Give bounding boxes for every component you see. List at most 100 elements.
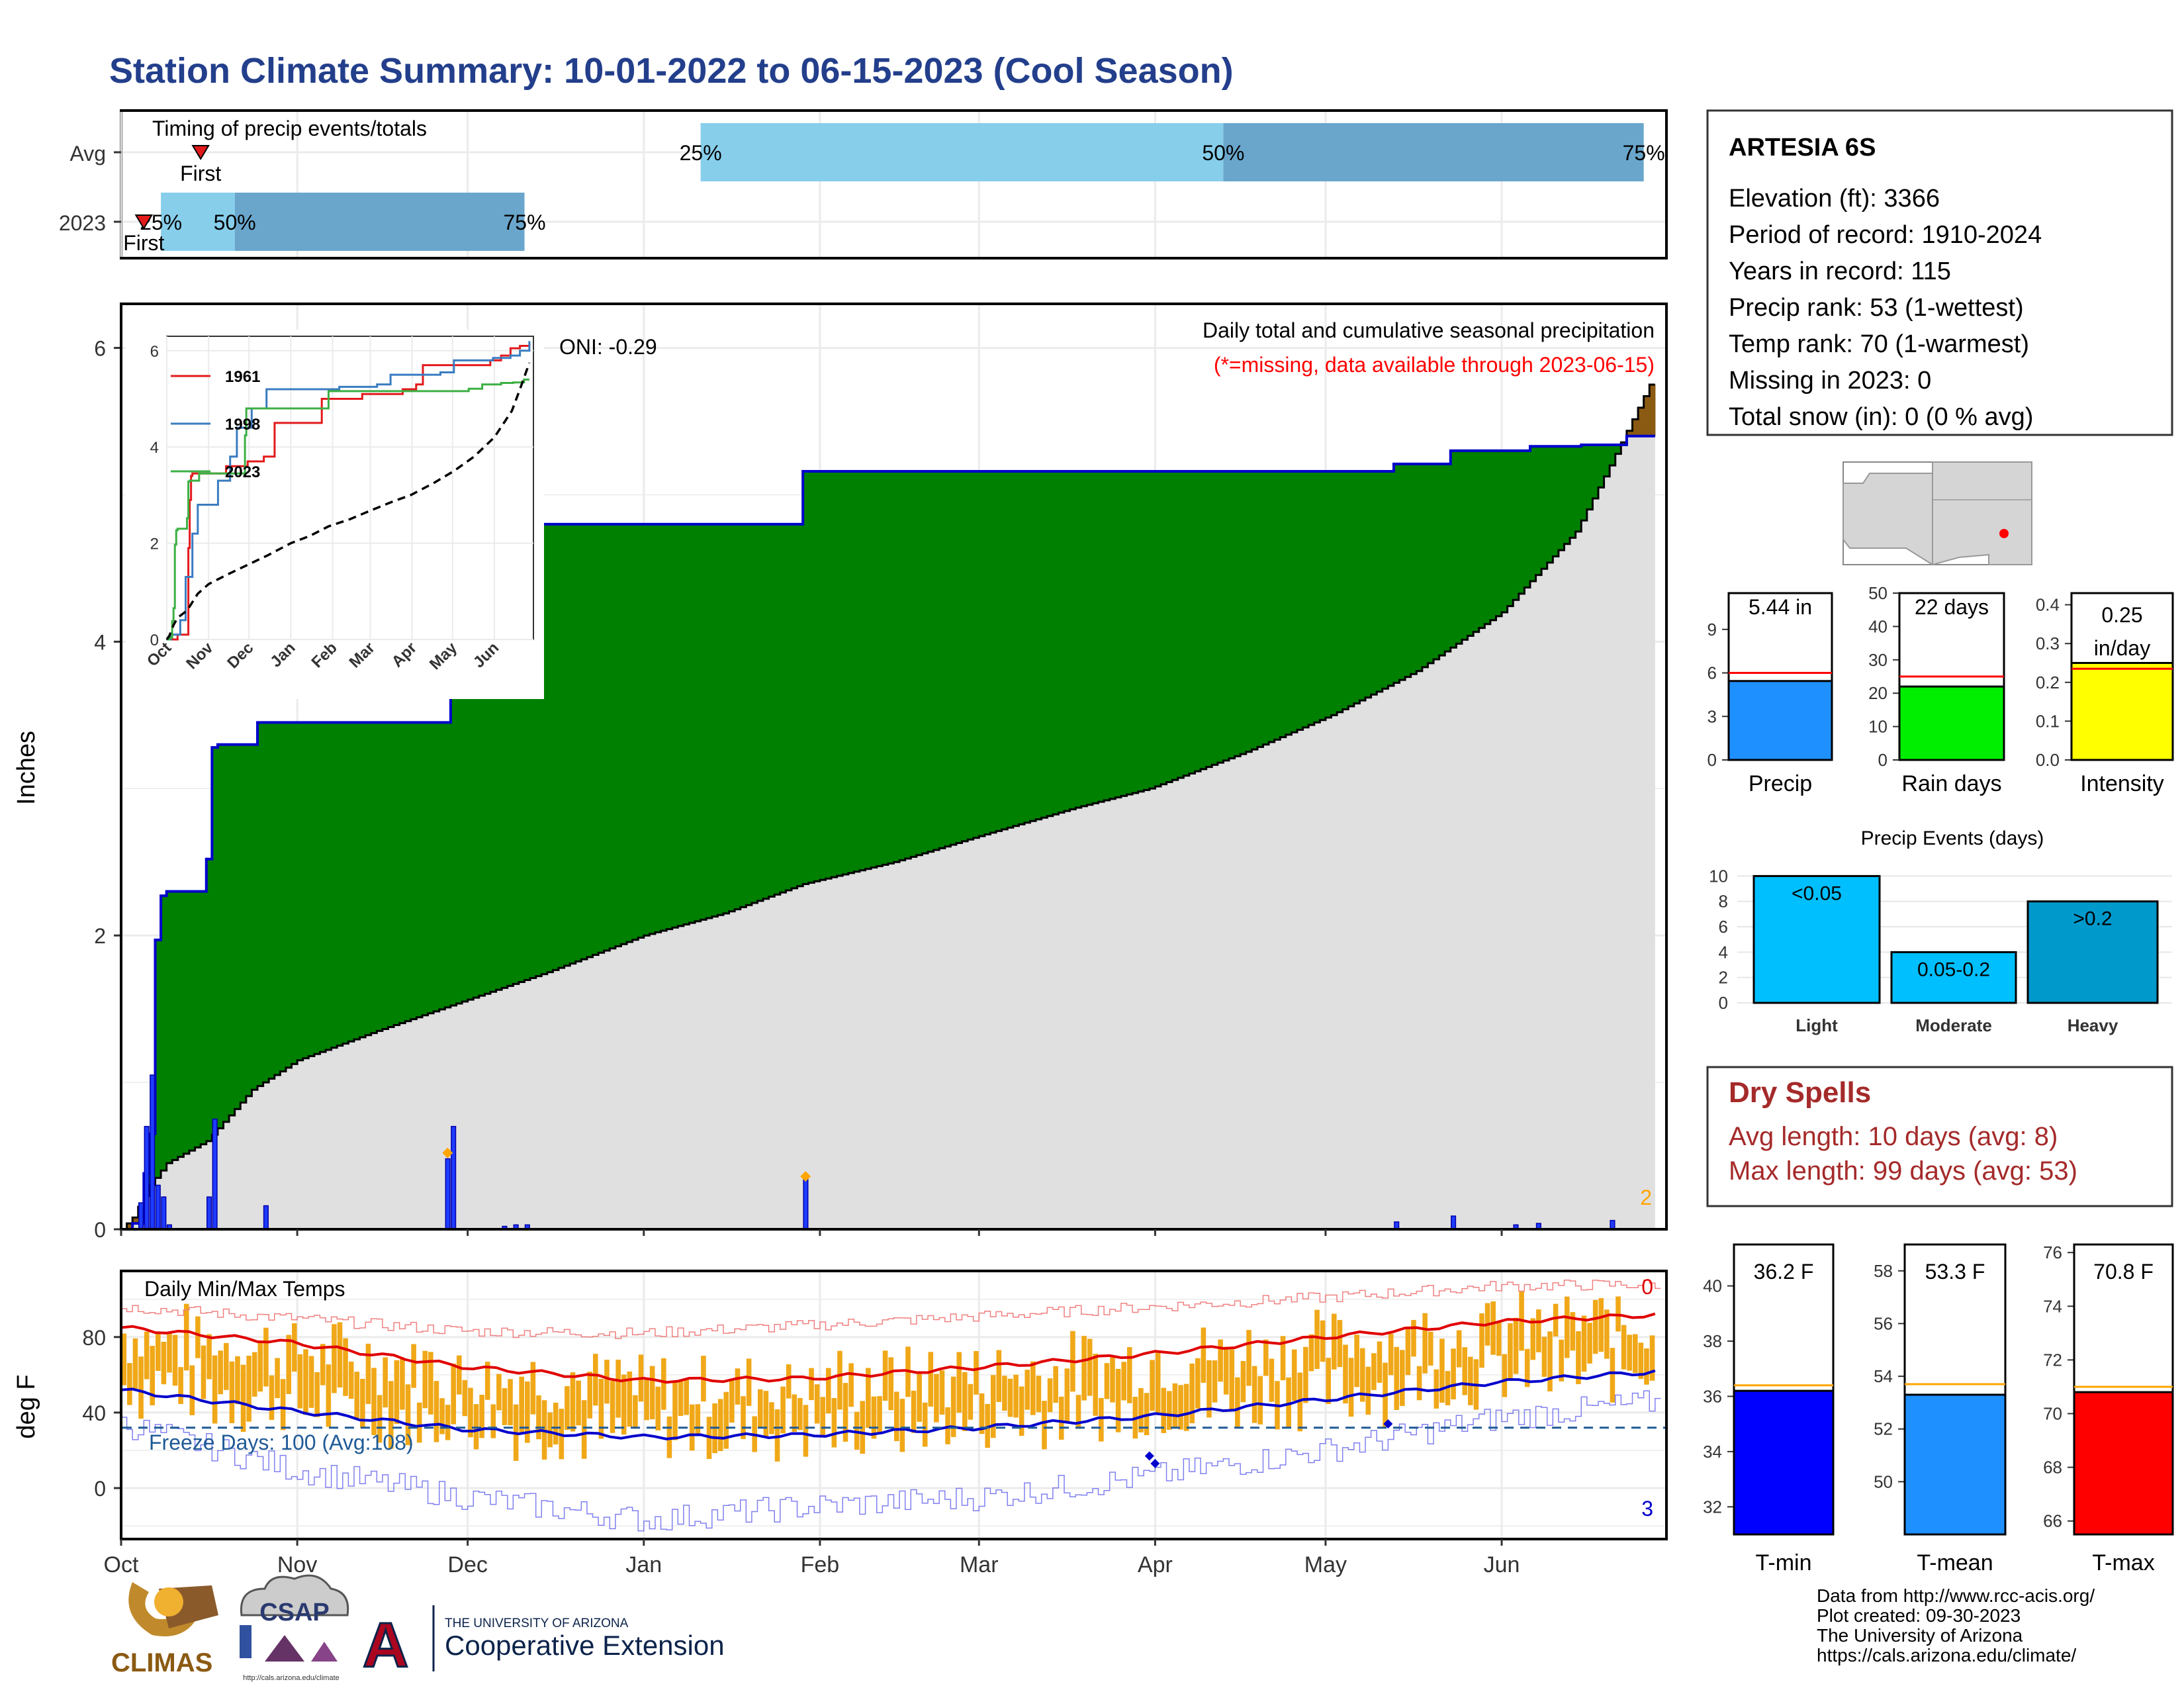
daily-temp-bar <box>604 1360 610 1404</box>
summary-ytick-label: 30 <box>1868 650 1888 670</box>
daily-temp-bar <box>1343 1344 1348 1404</box>
daily-temp-bar <box>1058 1396 1064 1440</box>
surplus-area <box>808 471 815 883</box>
summary-value-label: 5.44 in <box>1749 595 1812 619</box>
surplus-area <box>1189 471 1196 774</box>
temp-summary-ytick-label: 68 <box>2043 1458 2062 1477</box>
surplus-area <box>1371 471 1377 695</box>
daily-temp-bar <box>132 1338 138 1389</box>
daily-precip-bar <box>161 1196 167 1230</box>
daily-temp-bar <box>224 1342 229 1390</box>
daily-temp-bar <box>1570 1312 1576 1351</box>
surplus-area <box>1450 450 1457 648</box>
daily-temp-bar <box>797 1397 803 1430</box>
surplus-area <box>399 722 406 1023</box>
daily-temp-bar <box>979 1393 985 1434</box>
timing-q25-label: 25% <box>680 141 722 165</box>
daily-temp-bar <box>974 1351 979 1395</box>
surplus-area <box>615 524 622 947</box>
daily-temp-bar <box>866 1368 871 1428</box>
surplus-area <box>683 524 690 925</box>
surplus-area <box>711 524 718 917</box>
temp-summary-ytick-label: 76 <box>2043 1243 2062 1262</box>
daily-temp-bar <box>633 1395 638 1429</box>
surplus-area <box>263 722 269 1083</box>
surplus-area <box>695 524 702 921</box>
temp-summary-value-label: 70.8 F <box>2093 1260 2154 1284</box>
surplus-area <box>678 524 684 926</box>
temp-summary-ytick-label: 74 <box>2043 1296 2062 1316</box>
freeze-days-text: Freeze Days: 100 (Avg:108) <box>149 1430 414 1454</box>
events-ytick-label: 10 <box>1709 866 1728 886</box>
timing-q50-label: 50% <box>1202 141 1244 165</box>
daily-temp-bar <box>871 1396 877 1439</box>
footer-line: The University of Arizona <box>1817 1625 2023 1646</box>
daily-temp-bar <box>1286 1377 1291 1427</box>
temp-ylabel: deg F <box>13 1374 40 1438</box>
summary-bar <box>1898 685 2005 761</box>
surplus-area <box>155 939 161 1178</box>
surplus-area <box>928 471 934 852</box>
daily-temp-bar <box>1508 1323 1513 1380</box>
daily-temp-bar <box>1592 1299 1598 1354</box>
daily-temp-bar <box>928 1352 934 1407</box>
daily-temp-bar <box>678 1380 684 1417</box>
events-bar <box>2026 900 2159 1004</box>
inset-legend-label: 1961 <box>225 368 260 386</box>
surplus-area <box>1201 471 1207 769</box>
daily-temp-bar <box>1189 1363 1195 1424</box>
surplus-area <box>388 722 394 1027</box>
surplus-area <box>672 524 678 928</box>
summary-bar <box>2070 661 2174 761</box>
footer-text: Data from http://www.rcc-acis.org/Plot c… <box>1817 1585 2095 1665</box>
surplus-area <box>1524 450 1531 588</box>
daily-temp-bar <box>1394 1346 1400 1410</box>
surplus-area <box>1393 463 1400 683</box>
daily-temp-bar <box>1314 1309 1320 1370</box>
daily-temp-bar <box>212 1355 218 1424</box>
surplus-area <box>212 747 218 1135</box>
surplus-area <box>195 891 201 1148</box>
daily-temp-bar <box>894 1391 899 1441</box>
daily-temp-bar <box>1036 1376 1042 1413</box>
climas-logo: CLIMAS <box>111 1582 218 1677</box>
surplus-area <box>689 524 696 923</box>
station-info-line: Years in record: 115 <box>1729 258 1951 285</box>
timing-label: Timing of precip events/totals <box>152 117 427 140</box>
surplus-area <box>1166 471 1173 782</box>
summary-ytick-label: 0.2 <box>2036 673 2060 692</box>
timing-marker-label: First <box>123 231 164 255</box>
daily-temp-bar <box>1610 1348 1615 1403</box>
surplus-area <box>348 722 355 1042</box>
surplus-area <box>302 722 309 1058</box>
deficit-area <box>1649 385 1656 436</box>
surplus-area <box>524 524 531 980</box>
record-marker-icon <box>442 1147 453 1158</box>
daily-temp-bar <box>1240 1360 1246 1403</box>
daily-temp-bar <box>269 1375 275 1421</box>
daily-temp-bar <box>1320 1320 1326 1362</box>
surplus-area <box>1416 463 1423 671</box>
daily-temp-bar <box>433 1381 439 1442</box>
temp-summary-bar <box>1903 1393 2007 1536</box>
daily-temp-bar <box>1348 1358 1354 1417</box>
daily-temp-bar <box>888 1357 893 1411</box>
daily-temp-bar <box>774 1409 780 1462</box>
surplus-area <box>751 524 758 904</box>
daily-temp-bar <box>229 1361 235 1423</box>
events-title: Precip Events (days) <box>1861 827 2044 849</box>
summary-value-label: 0.25 <box>2101 603 2142 627</box>
surplus-area <box>1377 471 1383 692</box>
daily-temp-bar <box>729 1380 735 1423</box>
daily-temp-bar <box>218 1350 224 1395</box>
daily-temp-bar <box>1502 1354 1508 1397</box>
surplus-area <box>1013 471 1019 826</box>
daily-temp-bar <box>1201 1327 1206 1383</box>
daily-temp-bar <box>496 1374 502 1411</box>
events-bar-label: <0.05 <box>1792 882 1842 904</box>
surplus-area <box>604 524 610 951</box>
surplus-area <box>1024 471 1031 823</box>
daily-temp-bar <box>780 1386 786 1434</box>
daily-temp-bar <box>1099 1397 1104 1442</box>
surplus-area <box>1467 450 1474 636</box>
